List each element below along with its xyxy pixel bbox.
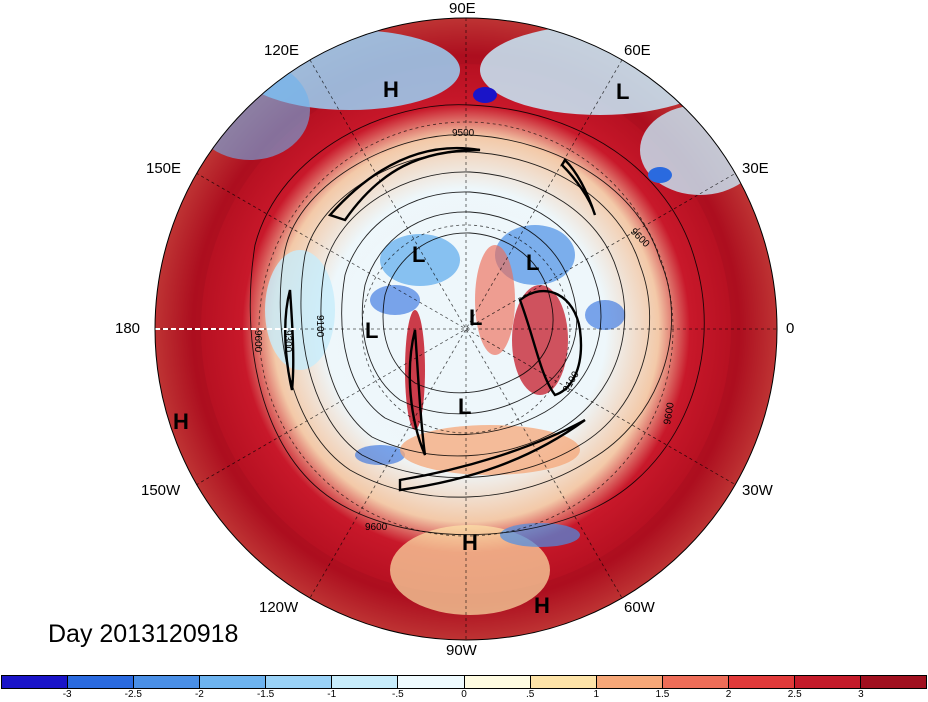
colorbar-tick-label: 0	[461, 689, 467, 700]
colorbar-tick-label: -3	[62, 689, 72, 700]
contour-label: 9600	[365, 522, 388, 533]
colorbar-ticks: -3 -2.5 -2 -1.5 -1 -.5 0 .5 1 1.5 2 2.5 3	[1, 689, 927, 702]
contour-label: 9500	[452, 128, 475, 139]
longitude-label-60w: 60W	[624, 599, 655, 616]
colorbar-swatch	[861, 676, 927, 688]
low-pressure-marker: L	[458, 394, 471, 419]
colorbar-swatch	[332, 676, 399, 688]
low-pressure-marker: L	[469, 305, 482, 330]
day-label: Day 2013120918	[48, 620, 239, 648]
colorbar-tick-label: -1.5	[256, 689, 275, 700]
colorbar-tick-label: -2.5	[124, 689, 142, 700]
contour-labels: 9500 9600 9100 9300 9600 9600 9100 9600	[252, 128, 677, 533]
colorbar-tick-label: .5	[525, 689, 535, 700]
longitude-label-150w: 150W	[141, 482, 181, 499]
anomaly-field	[155, 18, 777, 640]
colorbar-tick-label: -1	[327, 689, 337, 700]
colorbar-swatch	[794, 676, 862, 688]
longitude-label-150e: 150E	[146, 160, 182, 177]
high-pressure-marker: H	[462, 530, 478, 555]
colorbar-swatch	[464, 676, 531, 688]
low-pressure-marker: L	[526, 250, 539, 275]
colorbar-swatch	[266, 676, 333, 688]
colorbar-swatch	[530, 676, 597, 688]
low-pressure-marker: L	[365, 318, 378, 343]
colorbar-tick-label: -.5	[392, 689, 404, 700]
longitude-label-90e: 90E	[449, 0, 476, 17]
contour-label: 9600	[662, 401, 677, 425]
contour-label: 9100	[314, 315, 325, 338]
colorbar-swatch	[398, 676, 465, 688]
high-pressure-marker: H	[534, 593, 550, 618]
colorbar-swatch	[200, 676, 267, 688]
low-pressure-marker: L	[616, 79, 629, 104]
high-pressure-marker: H	[383, 77, 399, 102]
colorbar-swatch	[596, 676, 663, 688]
pressure-centers: H L L L L L L H H H	[173, 77, 629, 618]
colorbar-tick-label: 3	[858, 689, 864, 700]
colorbar-tick-label: -2	[194, 689, 204, 700]
contour-label: 9300	[282, 330, 293, 353]
colorbar-swatch	[68, 676, 135, 688]
longitude-label-60e: 60E	[624, 42, 651, 59]
colorbar-tick-label: 2.5	[787, 689, 802, 700]
longitude-label-180: 180	[115, 320, 141, 337]
longitude-label-30e: 30E	[742, 160, 769, 177]
low-pressure-marker: L	[412, 242, 425, 267]
high-pressure-marker: H	[173, 409, 189, 434]
contour-label: 9600	[252, 330, 263, 353]
longitude-label-120e: 120E	[264, 42, 300, 59]
colorbar-tick-label: 2	[725, 689, 732, 700]
longitude-label-120w: 120W	[259, 599, 299, 616]
colorbar-tick-label: 1	[593, 689, 600, 700]
longitude-label-90w: 90W	[446, 642, 477, 659]
longitude-label-0: 0	[786, 320, 795, 337]
longitude-label-30w: 30W	[742, 482, 773, 499]
colorbar-swatch	[2, 676, 69, 688]
colorbar-swatch	[662, 676, 729, 688]
colorbar-tick-label: 1.5	[655, 689, 670, 700]
colorbar	[1, 675, 927, 689]
colorbar-swatch	[728, 676, 795, 688]
colorbar-swatch	[134, 676, 201, 688]
